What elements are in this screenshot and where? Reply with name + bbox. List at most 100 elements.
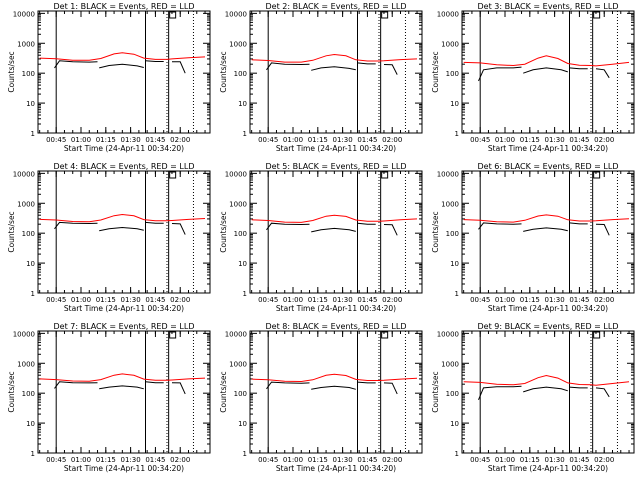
y-tick-label: 10000 — [437, 170, 459, 178]
y-tick-label: 10000 — [13, 330, 35, 338]
x-tick-label: 00:45 — [470, 456, 490, 464]
series-line-events — [523, 67, 568, 74]
x-tick-label: 01:15 — [308, 296, 328, 304]
y-tick-label: 100 — [22, 70, 35, 78]
marker-flag — [169, 11, 177, 19]
series-line-events — [266, 381, 310, 390]
series-lld — [39, 52, 206, 61]
series-line-events — [99, 226, 144, 232]
series-line-lld — [251, 373, 418, 383]
x-tick-label: 02:00 — [170, 456, 190, 464]
x-tick-label: 01:00 — [495, 456, 515, 464]
y-tick-label: 10000 — [225, 10, 247, 18]
y-tick-label: 10000 — [225, 170, 247, 178]
x-tick-label: 01:15 — [308, 136, 328, 144]
y-tick-label: 100 — [446, 390, 459, 398]
y-tick-label: 1000 — [229, 360, 247, 368]
y-axis-label: Counts/sec — [219, 371, 228, 412]
series-line-events — [54, 60, 98, 69]
y-tick-label: 1000 — [17, 360, 35, 368]
x-tick-label: 00:45 — [46, 136, 66, 144]
plot-frame — [249, 10, 423, 134]
x-tick-label: 01:45 — [145, 136, 165, 144]
chart-panel-2: Det 2: BLACK = Events, RED = LLD 1 10 100 10… — [219, 2, 423, 153]
x-tick-label: 01:30 — [121, 456, 141, 464]
series-line-events — [99, 63, 144, 69]
y-tick-label: 1 — [455, 290, 459, 298]
y-tick-label: 10 — [238, 100, 247, 108]
series-line-lld — [251, 53, 418, 63]
series-line-events — [311, 385, 356, 390]
plot-frame — [37, 170, 211, 294]
x-tick-label: 01:15 — [308, 456, 328, 464]
series-events — [266, 381, 398, 395]
x-tick-label: 01:15 — [96, 136, 116, 144]
chart-panel-3: Det 3: BLACK = Events, RED = LLD 1 10 100 10… — [431, 2, 635, 153]
y-tick-label: 1000 — [17, 40, 35, 48]
series-line-events — [54, 381, 98, 389]
x-tick-label: 01:00 — [71, 456, 91, 464]
y-tick-label: 1000 — [229, 40, 247, 48]
x-tick-label: 00:45 — [46, 296, 66, 304]
series-lld — [251, 214, 418, 223]
x-tick-label: 01:30 — [333, 296, 353, 304]
marker-flag — [381, 171, 389, 179]
chart-title: Det 1: BLACK = Events, RED = LLD — [54, 2, 195, 11]
y-tick-label: 100 — [234, 230, 247, 238]
y-tick-label: 10 — [26, 260, 35, 268]
series-line-lld — [39, 373, 206, 382]
chart-panel-7: Det 7: BLACK = Events, RED = LLD 1 10 100 10… — [7, 322, 211, 473]
series-line-events — [595, 387, 610, 398]
x-tick-label: 02:00 — [594, 136, 614, 144]
x-tick-label: 01:30 — [333, 456, 353, 464]
x-tick-label: 02:00 — [382, 136, 402, 144]
series-line-events — [357, 62, 376, 65]
y-tick-label: 1000 — [441, 360, 459, 368]
x-tick-label: 01:45 — [569, 136, 589, 144]
x-axis-label: Start Time (24-Apr-11 00:34:20) — [64, 464, 184, 473]
chart-title: Det 6: BLACK = Events, RED = LLD — [478, 162, 619, 171]
series-line-events — [383, 64, 398, 75]
series-line-lld — [39, 52, 206, 61]
x-tick-label: 00:45 — [46, 456, 66, 464]
y-tick-label: 10 — [450, 420, 459, 428]
chart-title: Det 4: BLACK = Events, RED = LLD — [54, 162, 195, 171]
y-axis-label: Counts/sec — [431, 371, 440, 412]
x-axis-label: Start Time (24-Apr-11 00:34:20) — [276, 464, 396, 473]
y-tick-label: 10 — [238, 260, 247, 268]
series-line-events — [595, 223, 610, 236]
y-tick-label: 1 — [243, 290, 247, 298]
x-tick-label: 01:45 — [569, 296, 589, 304]
series-line-events — [478, 385, 522, 400]
marker-flag — [169, 171, 177, 179]
y-tick-label: 10000 — [13, 10, 35, 18]
series-line-events — [145, 221, 164, 224]
x-tick-label: 01:45 — [145, 296, 165, 304]
y-tick-label: 10000 — [437, 330, 459, 338]
x-tick-label: 02:00 — [382, 456, 402, 464]
series-line-events — [266, 222, 310, 231]
series-events — [266, 62, 398, 75]
plot-frame — [37, 10, 211, 134]
x-tick-label: 01:00 — [71, 136, 91, 144]
x-tick-label: 01:30 — [545, 296, 565, 304]
x-tick-label: 01:30 — [545, 136, 565, 144]
chart-title: Det 7: BLACK = Events, RED = LLD — [54, 322, 195, 331]
plot-frame — [461, 10, 635, 134]
series-line-events — [266, 62, 310, 71]
x-axis-label: Start Time (24-Apr-11 00:34:20) — [276, 144, 396, 153]
series-lld — [39, 373, 206, 382]
y-axis-label: Counts/sec — [219, 51, 228, 92]
series-line-events — [145, 60, 164, 62]
series-events — [54, 60, 186, 74]
series-line-events — [172, 61, 186, 74]
y-axis-label: Counts/sec — [7, 211, 16, 252]
x-tick-label: 01:00 — [283, 136, 303, 144]
chart-title: Det 2: BLACK = Events, RED = LLD — [266, 2, 407, 11]
series-line-lld — [251, 214, 418, 223]
chart-title: Det 3: BLACK = Events, RED = LLD — [478, 2, 619, 11]
x-tick-label: 01:45 — [357, 456, 377, 464]
y-tick-label: 10000 — [437, 10, 459, 18]
plot-frame — [461, 330, 635, 454]
